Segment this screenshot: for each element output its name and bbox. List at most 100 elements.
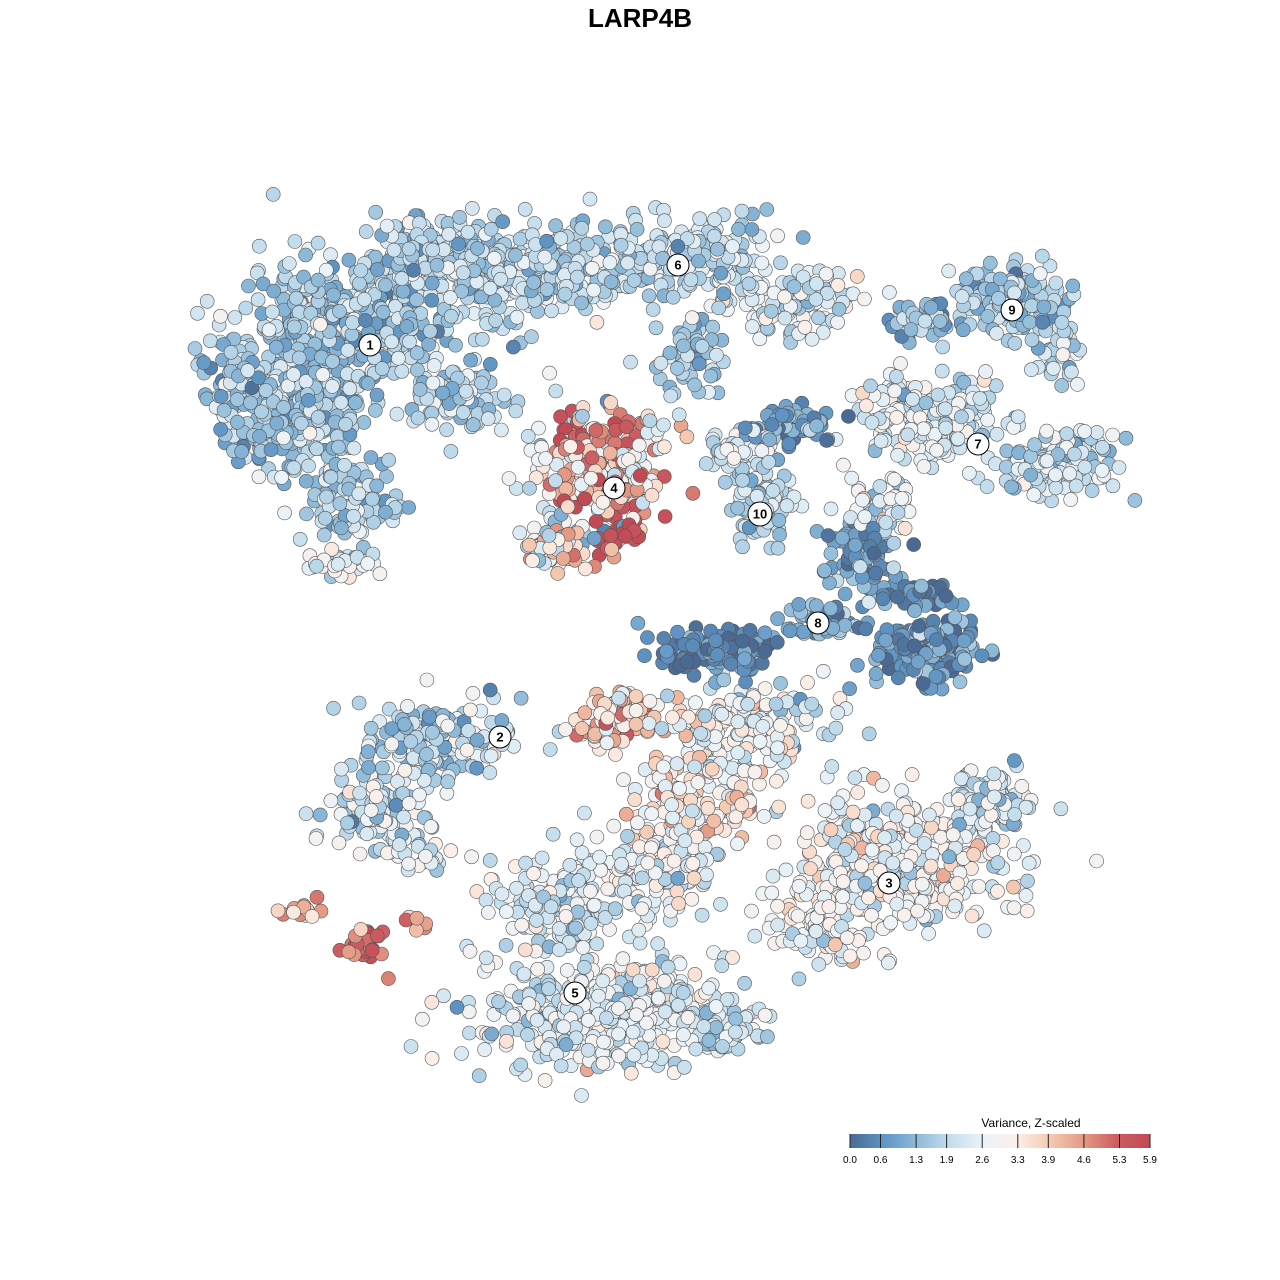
data-point [744, 222, 760, 237]
data-point [921, 807, 937, 823]
data-point [270, 903, 286, 919]
data-point [1018, 888, 1034, 903]
data-point [440, 774, 456, 790]
data-point [602, 445, 618, 461]
data-point [494, 886, 510, 902]
data-point [858, 398, 874, 414]
data-point [864, 907, 879, 923]
data-point [395, 284, 411, 299]
data-point [955, 322, 971, 338]
data-point [657, 213, 672, 228]
data-point [442, 290, 458, 305]
data-point [1006, 900, 1022, 916]
data-point [882, 285, 897, 300]
data-point [372, 566, 388, 582]
data-point [410, 362, 425, 378]
data-point [921, 926, 936, 941]
data-point [347, 395, 363, 410]
data-point [1105, 427, 1120, 443]
data-point [574, 721, 590, 736]
data-point [464, 849, 479, 865]
data-point [482, 765, 498, 780]
data-point [396, 809, 412, 825]
data-point [1053, 801, 1069, 817]
data-point [650, 936, 666, 952]
data-point [342, 381, 358, 396]
data-point [281, 256, 297, 271]
data-point [410, 410, 426, 426]
data-point [286, 460, 302, 476]
data-point [982, 255, 998, 271]
data-point [424, 292, 440, 308]
data-point [517, 202, 533, 217]
data-point [1048, 480, 1064, 496]
data-point [850, 657, 865, 673]
data-point [216, 403, 232, 418]
data-point [334, 520, 349, 536]
data-point [589, 936, 605, 952]
data-point [1024, 332, 1040, 348]
data-point [744, 319, 760, 334]
data-point [842, 681, 857, 697]
data-point [790, 908, 806, 924]
data-point [389, 406, 405, 422]
data-point [642, 261, 658, 277]
data-point [641, 716, 657, 731]
data-point [877, 830, 892, 846]
data-point [409, 910, 425, 926]
data-point [548, 218, 563, 233]
data-point [551, 921, 567, 936]
data-point [274, 470, 289, 485]
data-point [665, 810, 680, 826]
data-point [608, 747, 623, 762]
data-point [368, 205, 384, 220]
data-point [637, 648, 652, 664]
data-point [263, 442, 279, 458]
data-point [868, 666, 884, 682]
data-point [811, 957, 827, 972]
data-point [950, 431, 966, 447]
data-point [872, 479, 888, 494]
data-point [551, 942, 567, 958]
data-point [765, 868, 781, 884]
data-point [238, 300, 254, 316]
data-point [484, 1026, 500, 1042]
data-point [886, 560, 901, 576]
data-point [952, 674, 968, 690]
data-point [352, 846, 368, 862]
data-point [1111, 460, 1127, 475]
data-point [589, 829, 605, 845]
data-point [378, 504, 393, 520]
data-point [878, 515, 894, 530]
data-point [815, 663, 831, 679]
data-point [1064, 364, 1079, 380]
data-point [659, 643, 674, 659]
data-point [292, 531, 308, 547]
data-point [850, 785, 866, 800]
data-point [542, 742, 558, 757]
data-point [985, 831, 1001, 846]
data-point [648, 320, 664, 336]
data-point [770, 228, 785, 244]
data-point [679, 429, 695, 445]
data-point [836, 457, 851, 473]
data-point [768, 696, 784, 712]
data-point [334, 761, 349, 777]
data-point [517, 942, 533, 958]
data-point [1070, 377, 1085, 392]
data-point [234, 444, 249, 459]
data-point [251, 238, 267, 254]
data-point [844, 470, 860, 486]
data-point [323, 247, 338, 262]
data-point [582, 191, 598, 207]
data-point [620, 255, 636, 271]
data-point [611, 690, 627, 706]
data-point [817, 563, 832, 578]
data-point [687, 967, 703, 982]
data-point [604, 542, 619, 557]
data-point [795, 230, 811, 245]
data-point [477, 1042, 492, 1057]
data-point [187, 341, 203, 356]
data-point [886, 471, 902, 487]
